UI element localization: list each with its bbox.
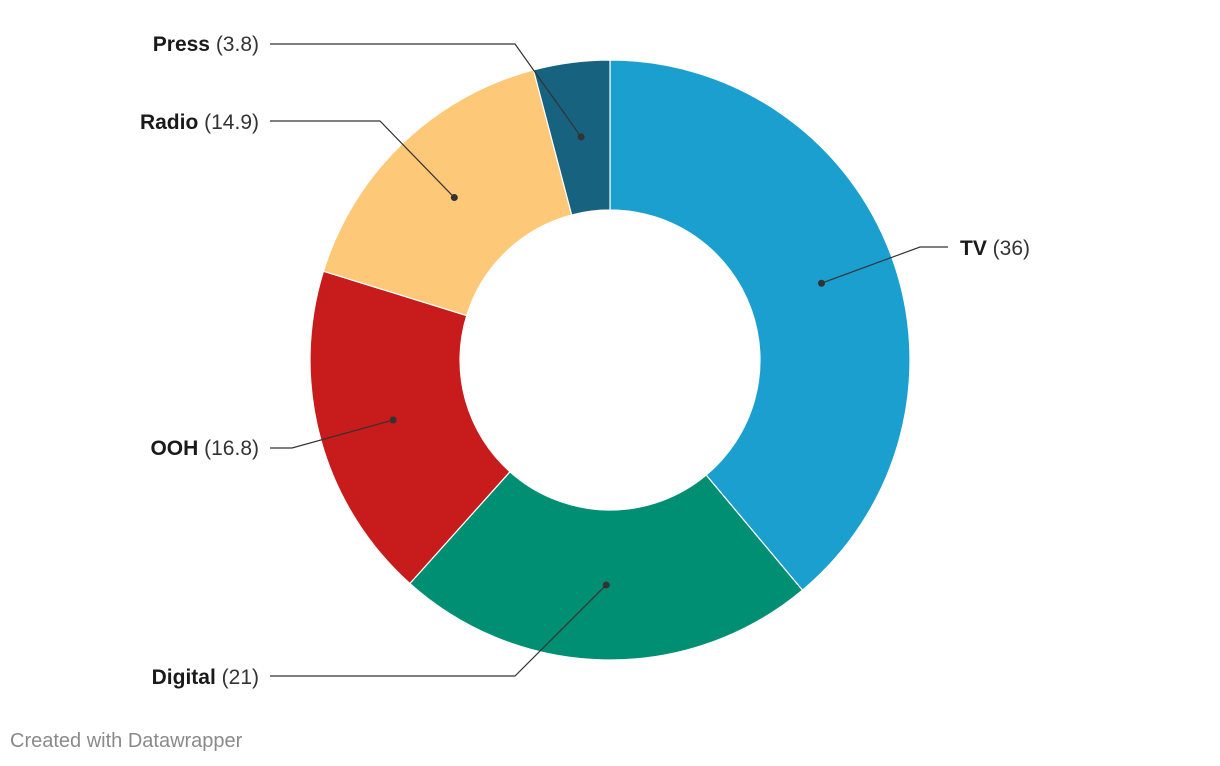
leader-line-ooh bbox=[270, 419, 394, 449]
label-name-digital: Digital bbox=[152, 666, 216, 689]
leader-dot-radio bbox=[450, 194, 458, 202]
leader-dot-ooh bbox=[389, 416, 397, 424]
label-digital: Digital (21) bbox=[152, 666, 259, 689]
label-ooh: OOH (16.8) bbox=[150, 437, 259, 460]
datawrapper-credit: Created with Datawrapper bbox=[10, 730, 243, 752]
leader-line-press bbox=[270, 43, 582, 138]
slice-digital bbox=[409, 470, 804, 661]
slice-labels: TV (36) Digital (21) OOH (16.8) Radio (14.9… bbox=[140, 33, 1030, 689]
leader-dot-tv bbox=[818, 279, 826, 287]
label-name-press: Press bbox=[153, 33, 210, 56]
label-name-tv: TV bbox=[960, 237, 987, 260]
leader-dot-digital bbox=[602, 581, 610, 589]
leader-line-radio bbox=[270, 120, 455, 198]
label-name-ooh: OOH bbox=[150, 437, 198, 460]
label-value-press: (3.8) bbox=[210, 33, 259, 56]
label-value-radio: (14.9) bbox=[198, 111, 259, 134]
label-name-radio: Radio bbox=[140, 111, 198, 134]
label-value-tv: (36) bbox=[987, 237, 1030, 260]
label-tv: TV (36) bbox=[960, 237, 1030, 260]
slice-press bbox=[532, 59, 611, 216]
slice-radio bbox=[322, 69, 573, 317]
label-value-digital: (21) bbox=[216, 666, 259, 689]
leader-line-tv bbox=[821, 246, 948, 284]
slice-ooh bbox=[309, 270, 511, 585]
label-leader-lines bbox=[270, 43, 948, 677]
leader-dot-press bbox=[577, 133, 585, 141]
label-radio: Radio (14.9) bbox=[140, 111, 259, 134]
label-value-ooh: (16.8) bbox=[198, 437, 259, 460]
slice-tv bbox=[609, 59, 911, 592]
label-press: Press (3.8) bbox=[153, 33, 259, 56]
donut-slices bbox=[309, 59, 911, 661]
leader-line-digital bbox=[270, 584, 607, 677]
